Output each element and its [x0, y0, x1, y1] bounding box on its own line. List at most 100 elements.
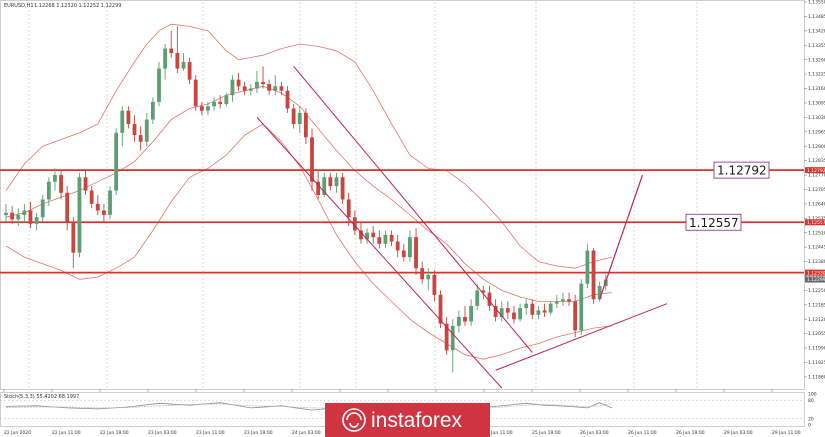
- candle-body: [530, 303, 535, 315]
- axis-price-marker-label: 1.12299: [807, 277, 825, 283]
- candles: [4, 26, 608, 373]
- candle-body: [554, 301, 559, 304]
- support-trendline: [495, 303, 668, 371]
- price-tick-label: 1.12900: [808, 144, 825, 150]
- axis-price-marker: [805, 276, 825, 283]
- level-tag-box: [685, 213, 742, 231]
- candle-body: [316, 181, 321, 195]
- candle-body: [487, 292, 492, 306]
- candle-body: [401, 250, 406, 258]
- candle-body: [383, 234, 388, 244]
- candle-body: [95, 203, 100, 211]
- candle-body: [230, 79, 235, 96]
- price-tick-label: 1.12055: [808, 331, 825, 337]
- candle-body: [83, 177, 88, 191]
- time-tick-label: 29 Jun 11:00: [772, 430, 801, 436]
- main-plot-frame: [0, 0, 805, 390]
- candle-body: [408, 237, 412, 258]
- time-tick-label: 26 Jun 19:00: [676, 430, 705, 436]
- price-tick-label: 1.12965: [808, 129, 825, 135]
- candle-body: [273, 86, 278, 91]
- candle-body: [371, 232, 376, 238]
- candle-body: [285, 90, 290, 109]
- candle-body: [377, 237, 382, 244]
- price-tick-label: 1.13160: [808, 86, 825, 92]
- candle-body: [4, 212, 8, 215]
- candle-body: [585, 250, 590, 284]
- candle-body: [499, 308, 504, 318]
- price-tick-label: 1.12250: [808, 288, 825, 294]
- time-tick-label: 25 Jun 19:00: [532, 430, 561, 436]
- price-tick-label: 1.12510: [808, 230, 825, 236]
- candle-body: [579, 283, 584, 331]
- candle-body: [512, 312, 516, 320]
- candle-body: [475, 290, 480, 306]
- candle-body: [224, 95, 229, 105]
- candle-body: [567, 299, 571, 302]
- time-tick-label: 25 Jun 11:00: [484, 430, 513, 436]
- candle-body: [334, 177, 339, 187]
- candle-body: [303, 112, 308, 138]
- candle-body: [291, 108, 296, 125]
- watermark-brand: instaforex: [371, 409, 463, 432]
- candle-body: [187, 61, 192, 80]
- candle-body: [297, 112, 302, 125]
- price-tick-label: 1.13095: [808, 101, 825, 107]
- candle-body: [212, 101, 216, 107]
- price-tick-label: 1.12380: [808, 259, 825, 265]
- candle-body: [561, 299, 565, 302]
- candle-body: [267, 84, 272, 91]
- candle-body: [518, 308, 522, 320]
- candle-body: [218, 101, 223, 105]
- candle-body: [456, 317, 461, 326]
- level-tag-label: 1.12557: [689, 216, 739, 230]
- stoch-tick-label: 20: [808, 416, 814, 422]
- price-tick-label: 1.12705: [808, 187, 825, 193]
- time-tick-label: 23 Jun 03:00: [148, 430, 177, 436]
- stoch-tick-label: 100: [808, 392, 817, 398]
- channel-upper-line: [293, 66, 533, 353]
- candle-body: [206, 106, 210, 111]
- price-tick-label: 1.13550: [808, 0, 825, 6]
- candle-body: [322, 177, 327, 195]
- candle-body: [144, 119, 149, 142]
- candle-body: [71, 221, 76, 253]
- axis-price-marker-label: 1.12557: [807, 220, 825, 226]
- candle-body: [59, 175, 63, 193]
- time-tick-label: 22 Jun 11:00: [52, 430, 81, 436]
- price-tick-label: 1.12120: [808, 317, 825, 323]
- candle-body: [65, 192, 70, 222]
- time-tick-label: 26 Jun 03:00: [580, 430, 609, 436]
- channel-lower-line: [256, 117, 503, 389]
- indicator-label: Stoch(5,3,3) 55.4202 68.1997: [4, 394, 79, 400]
- candle-body: [395, 241, 400, 251]
- axis-price-marker-label: 1.12330: [807, 270, 825, 276]
- candle-body: [542, 310, 547, 313]
- time-tick-label: 22 Jun 2020: [4, 430, 31, 436]
- price-tick-label: 1.12770: [808, 173, 825, 179]
- candle-body: [365, 232, 369, 240]
- price-tick-label: 1.13225: [808, 72, 825, 78]
- candle-body: [346, 199, 351, 218]
- axis-price-marker: [805, 269, 825, 276]
- candle-body: [359, 230, 363, 240]
- candle-body: [444, 323, 449, 351]
- candle-body: [469, 305, 474, 322]
- candle-body: [16, 214, 21, 220]
- price-tick-label: 1.12835: [808, 158, 825, 164]
- candle-body: [597, 285, 602, 300]
- price-tick-label: 1.12185: [808, 302, 825, 308]
- axis-price-marker-label: 1.12792: [807, 168, 825, 174]
- price-tick-label: 1.13485: [808, 14, 825, 20]
- axis-price-marker: [805, 167, 825, 174]
- ohlc-header: 1.12268 1.12320 1.12252 1.12299: [34, 3, 121, 9]
- candle-body: [89, 190, 94, 204]
- symbol-header: EURUSD,H1: [4, 3, 34, 9]
- candle-body: [493, 305, 498, 318]
- candle-body: [108, 190, 112, 215]
- candle-body: [169, 48, 174, 54]
- candle-body: [481, 290, 486, 293]
- time-tick-label: 29 Jun 03:00: [724, 430, 753, 436]
- candle-body: [28, 210, 33, 224]
